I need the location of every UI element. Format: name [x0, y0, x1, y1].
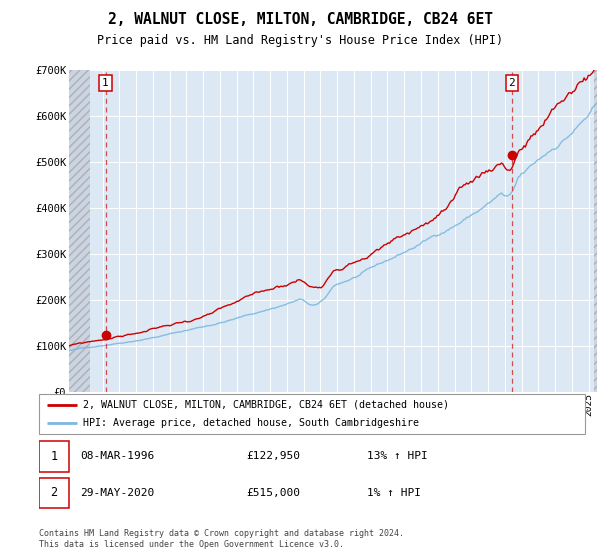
Text: 2: 2 [50, 486, 58, 500]
Text: 2, WALNUT CLOSE, MILTON, CAMBRIDGE, CB24 6ET (detached house): 2, WALNUT CLOSE, MILTON, CAMBRIDGE, CB24… [83, 400, 449, 409]
Text: 2: 2 [508, 78, 515, 88]
Text: HPI: Average price, detached house, South Cambridgeshire: HPI: Average price, detached house, Sout… [83, 418, 419, 428]
Text: Contains HM Land Registry data © Crown copyright and database right 2024.
This d: Contains HM Land Registry data © Crown c… [39, 529, 404, 549]
Text: 29-MAY-2020: 29-MAY-2020 [80, 488, 154, 498]
Text: Price paid vs. HM Land Registry's House Price Index (HPI): Price paid vs. HM Land Registry's House … [97, 34, 503, 47]
FancyBboxPatch shape [39, 394, 585, 434]
Text: £515,000: £515,000 [247, 488, 301, 498]
Text: 1% ↑ HPI: 1% ↑ HPI [367, 488, 421, 498]
Text: 13% ↑ HPI: 13% ↑ HPI [367, 451, 427, 461]
Text: £122,950: £122,950 [247, 451, 301, 461]
Text: 1: 1 [102, 78, 109, 88]
Text: 1: 1 [50, 450, 58, 463]
FancyBboxPatch shape [39, 478, 69, 508]
Text: 2, WALNUT CLOSE, MILTON, CAMBRIDGE, CB24 6ET: 2, WALNUT CLOSE, MILTON, CAMBRIDGE, CB24… [107, 12, 493, 27]
Text: 08-MAR-1996: 08-MAR-1996 [80, 451, 154, 461]
FancyBboxPatch shape [39, 441, 69, 472]
